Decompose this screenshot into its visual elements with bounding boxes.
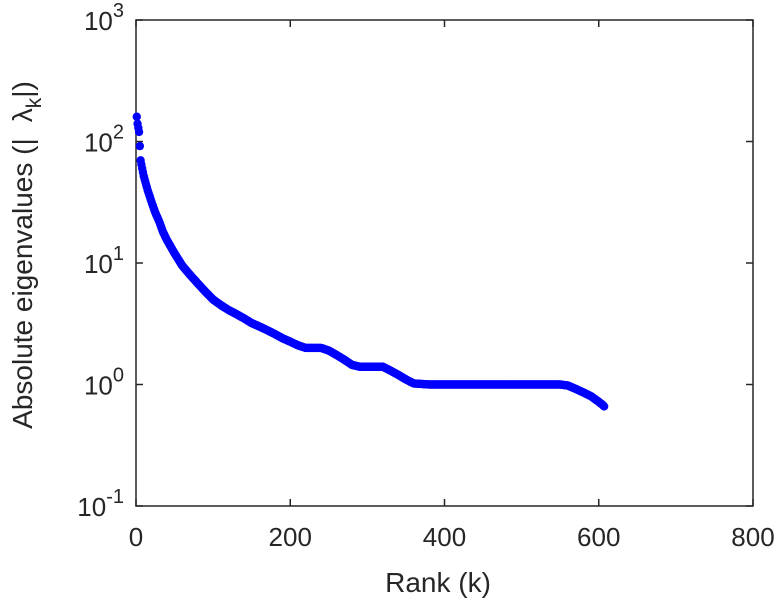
data-point — [135, 141, 145, 151]
y-tick-label: 103 — [84, 0, 124, 36]
data-point — [599, 402, 609, 411]
x-axis-label: Rank (k) — [385, 567, 491, 598]
plot-area — [135, 19, 754, 507]
y-tick-label: 102 — [84, 122, 124, 158]
x-tick-label: 600 — [577, 522, 620, 552]
x-tick-label: 0 — [129, 522, 143, 552]
data-series — [132, 112, 609, 411]
x-tick-label: 200 — [269, 522, 312, 552]
y-axis-label: Absolute eigenvalues (| λk|) — [7, 81, 46, 429]
y-axis: 10-1 100 101 102 103 — [77, 0, 753, 522]
y-tick-label: 10-1 — [77, 486, 124, 522]
y-tick-label: 101 — [84, 243, 124, 279]
x-tick-label: 800 — [731, 522, 774, 552]
y-tick-label: 100 — [84, 365, 124, 401]
y-axis-label-subscript: k — [23, 97, 46, 108]
y-axis-label-text: Absolute eigenvalues (| — [7, 138, 38, 429]
y-axis-label-lambda: λ — [7, 108, 38, 122]
data-point — [132, 112, 141, 121]
x-axis: 0 200 400 600 800 — [129, 20, 775, 552]
x-tick-label: 400 — [423, 522, 466, 552]
y-axis-label-close: |) — [7, 81, 38, 98]
data-point — [134, 127, 144, 137]
